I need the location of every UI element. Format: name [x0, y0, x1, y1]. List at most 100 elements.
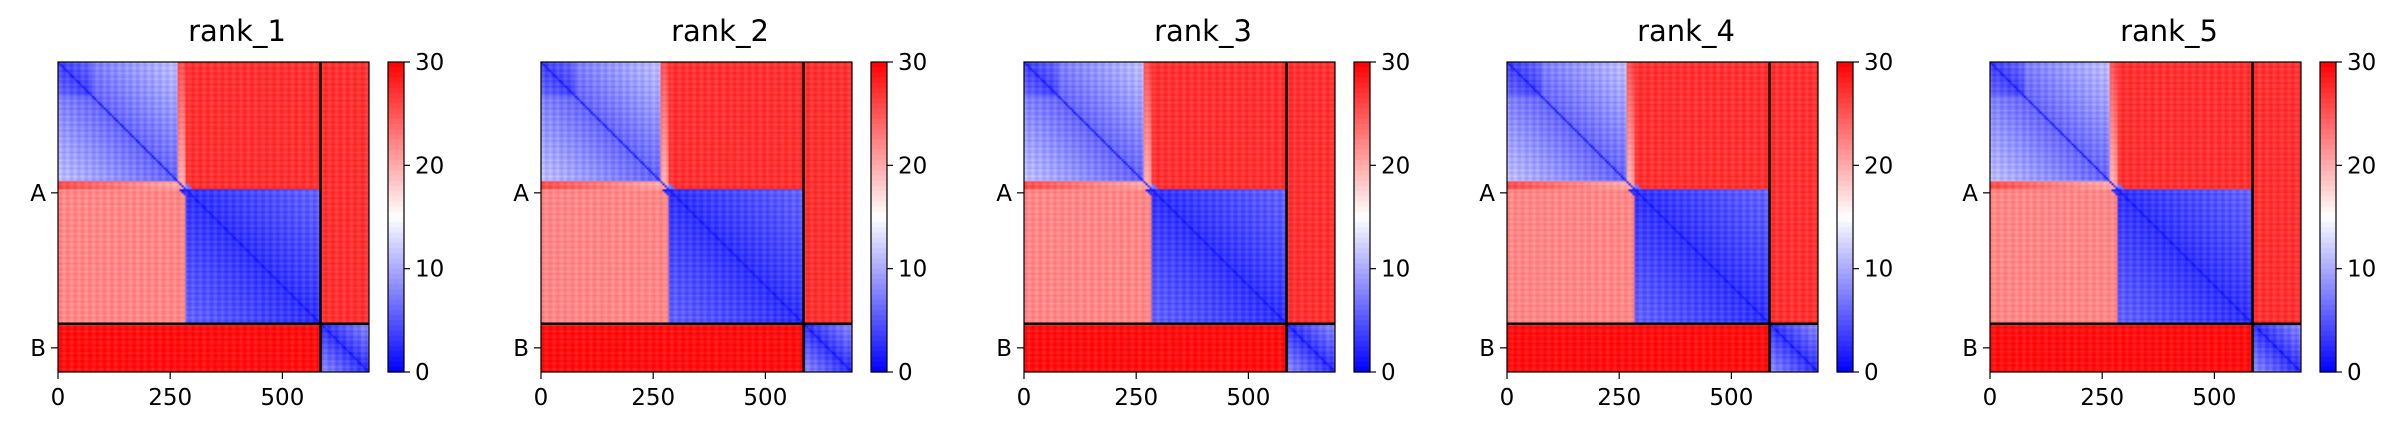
x-tick-label: 250 — [1114, 385, 1158, 411]
colorbar-segment — [1837, 232, 1853, 239]
colorbar-tick-label: 30 — [1381, 50, 1410, 76]
colorbar-segment — [388, 113, 404, 120]
colorbar-tick-label: 10 — [415, 257, 444, 283]
colorbar-segment — [2320, 108, 2336, 115]
colorbar-segment — [1354, 72, 1370, 79]
colorbar-segment — [871, 108, 887, 115]
colorbar-tick-label: 10 — [2347, 257, 2376, 283]
colorbar-frame — [1836, 61, 1854, 373]
colorbar-segment — [1837, 294, 1853, 301]
colorbar-segment — [388, 62, 404, 68]
colorbar-segment — [871, 289, 887, 296]
colorbar-segment — [1837, 87, 1853, 94]
colorbar-segment — [388, 315, 404, 321]
colorbar-segment — [1837, 165, 1853, 172]
colorbar-segment — [1354, 361, 1370, 368]
x-tick-label: 0 — [51, 385, 66, 411]
colorbar-segment — [871, 196, 887, 203]
colorbar-segment — [871, 284, 887, 290]
colorbar-segment — [2320, 248, 2336, 254]
colorbar-segment — [1837, 67, 1853, 73]
colorbar-segment — [388, 170, 404, 177]
colorbar-segment — [388, 149, 404, 156]
colorbar-segment — [1837, 98, 1853, 104]
x-tick-label: 250 — [631, 385, 675, 411]
colorbar-segment — [1837, 320, 1853, 327]
colorbar-segment — [2320, 335, 2336, 342]
colorbar-segment — [871, 77, 887, 84]
colorbar-segment — [1837, 211, 1853, 218]
colorbar-segment — [388, 237, 404, 244]
colorbar-segment — [2320, 87, 2336, 94]
panel-rank-2: rank_2 0 250 500 A B 0 10 20 30 — [483, 0, 963, 438]
colorbar-segment — [1837, 242, 1853, 249]
colorbar-segment — [1837, 170, 1853, 177]
colorbar-segment — [1354, 346, 1370, 352]
colorbar-segment — [1354, 67, 1370, 73]
colorbar-segment — [388, 211, 404, 218]
colorbar-segment — [1354, 268, 1370, 275]
colorbar-segment — [388, 325, 404, 332]
colorbar-segment — [871, 191, 887, 197]
axes-frame — [1023, 61, 1336, 373]
panel-title: rank_3 — [1154, 14, 1252, 48]
colorbar-tick-label: 20 — [898, 153, 927, 179]
colorbar-segment — [1837, 356, 1853, 363]
colorbar-segment — [1837, 118, 1853, 125]
colorbar-segment — [1354, 93, 1370, 99]
colorbar-tick-label: 20 — [415, 153, 444, 179]
colorbar-segment — [2320, 217, 2336, 223]
colorbar-segment — [1354, 160, 1370, 166]
colorbar-segment — [1354, 227, 1370, 234]
colorbar-segment — [1837, 129, 1853, 135]
colorbar-tick-label: 10 — [1864, 257, 1893, 283]
colorbar-segment — [871, 87, 887, 94]
colorbar-segment — [871, 165, 887, 172]
heatmap-image — [1990, 62, 2301, 372]
colorbar-segment — [2320, 299, 2336, 306]
colorbar-segment — [388, 206, 404, 213]
colorbar-segment — [388, 346, 404, 352]
colorbar-segment — [2320, 160, 2336, 166]
colorbar-segment — [388, 284, 404, 290]
colorbar-segment — [871, 180, 887, 187]
colorbar-segment — [1354, 315, 1370, 321]
colorbar-segment — [871, 134, 887, 141]
colorbar-segment — [2320, 232, 2336, 239]
colorbar-segment — [1837, 82, 1853, 89]
colorbar-segment — [1354, 108, 1370, 115]
y-tick-label: A — [513, 181, 529, 207]
colorbar-segment — [871, 248, 887, 254]
colorbar-segment — [1354, 258, 1370, 265]
colorbar: 0 10 20 30 — [387, 50, 444, 386]
colorbar-segment — [1837, 299, 1853, 306]
colorbar-segment — [2320, 315, 2336, 321]
colorbar-segment — [2320, 273, 2336, 280]
colorbar-segment — [388, 299, 404, 306]
colorbar: 0 10 20 30 — [1836, 50, 1893, 386]
colorbar-segment — [2320, 289, 2336, 296]
colorbar-segment — [1837, 304, 1853, 311]
colorbar-segment — [2320, 351, 2336, 358]
y-tick-label: B — [996, 336, 1012, 362]
colorbar-segment — [2320, 258, 2336, 265]
colorbar-segment — [388, 268, 404, 275]
colorbar-segment — [2320, 103, 2336, 110]
colorbar-segment — [871, 237, 887, 244]
colorbar-segment — [1837, 237, 1853, 244]
colorbar-segment — [388, 248, 404, 254]
colorbar-segment — [1354, 149, 1370, 156]
colorbar-tick-label: 30 — [2347, 50, 2376, 76]
colorbar-segment — [1354, 222, 1370, 228]
colorbar-segment — [2320, 149, 2336, 156]
colorbar-segment — [2320, 118, 2336, 125]
colorbar-segment — [388, 124, 404, 130]
colorbar-segment — [1354, 186, 1370, 192]
colorbar-segment — [1354, 206, 1370, 213]
colorbar-segment — [388, 165, 404, 172]
colorbar-segment — [388, 186, 404, 192]
colorbar-segment — [1837, 149, 1853, 156]
y-tick-label: B — [1962, 336, 1978, 362]
